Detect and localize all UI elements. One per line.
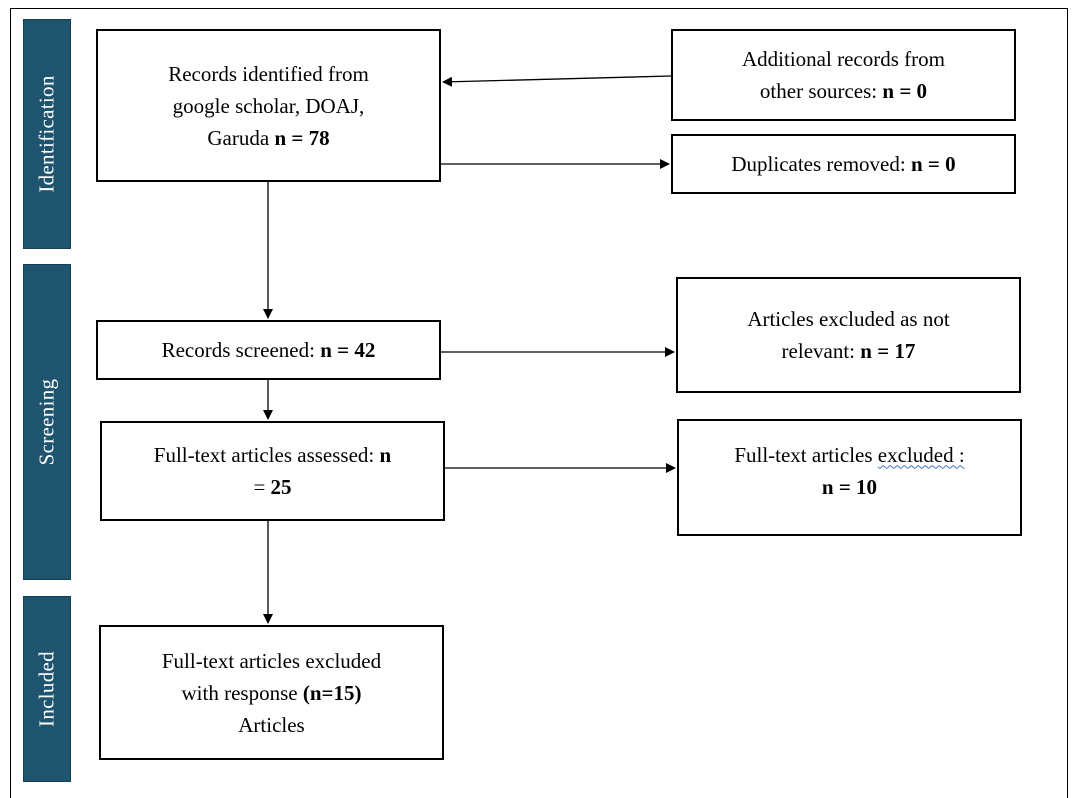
additional-records-line2-prefix: other sources: <box>759 79 883 103</box>
additional-records-box: Additional records from other sources: n… <box>671 29 1016 121</box>
fulltext-excluded-count: n = 10 <box>821 474 878 499</box>
included-count: (n=15) <box>302 680 362 705</box>
records-screened-prefix: Records screened: <box>161 338 321 362</box>
additional-records-line1: Additional records from <box>742 47 945 71</box>
articles-excluded-line2-prefix: relevant: <box>781 339 861 363</box>
duplicates-removed-prefix: Duplicates removed: <box>731 152 911 176</box>
fulltext-excluded-line1-prefix: Full-text articles <box>734 442 878 467</box>
articles-excluded-line1: Articles excluded as not <box>747 307 950 331</box>
duplicates-removed-box: Duplicates removed: n = 0 <box>671 134 1016 194</box>
included-articles-box: Full-text articles excluded with respons… <box>99 625 444 760</box>
phase-identification: Identification <box>23 19 71 249</box>
records-identified-line2: google scholar, DOAJ, <box>172 93 365 118</box>
fulltext-assessed-n: n <box>379 443 392 467</box>
records-identified-line1: Records identified from <box>168 61 369 86</box>
duplicates-removed-count: n = 0 <box>910 152 956 176</box>
arrow-additional-to-identified <box>442 75 672 87</box>
phase-screening: Screening <box>23 264 71 580</box>
records-screened-box: Records screened: n = 42 <box>96 320 441 380</box>
included-line2-prefix: with response <box>181 680 303 705</box>
additional-records-count: n = 0 <box>882 79 928 103</box>
fulltext-assessed-line1-prefix: Full-text articles assessed: <box>153 443 380 467</box>
included-line1: Full-text articles excluded <box>161 648 382 673</box>
records-screened-count: n = 42 <box>320 338 376 362</box>
articles-excluded-count: n = 17 <box>860 339 916 363</box>
records-identified-count: n = 78 <box>274 125 330 150</box>
fulltext-assessed-line2-prefix: = <box>253 475 271 499</box>
included-line3: Articles <box>238 712 305 737</box>
records-identified-line3-prefix: Garuda <box>207 125 275 150</box>
fulltext-assessed-count: 25 <box>270 475 292 499</box>
phase-included: Included <box>23 596 71 782</box>
records-identified-box: Records identified from google scholar, … <box>96 29 441 182</box>
fulltext-excluded-box: Full-text articles excluded : n = 10 <box>677 419 1022 536</box>
fulltext-assessed-box: Full-text articles assessed: n = 25 <box>100 421 445 521</box>
articles-excluded-not-relevant-box: Articles excluded as not relevant: n = 1… <box>676 277 1021 393</box>
diagram-frame <box>10 8 1068 798</box>
fulltext-excluded-underlined: excluded : <box>877 442 965 467</box>
